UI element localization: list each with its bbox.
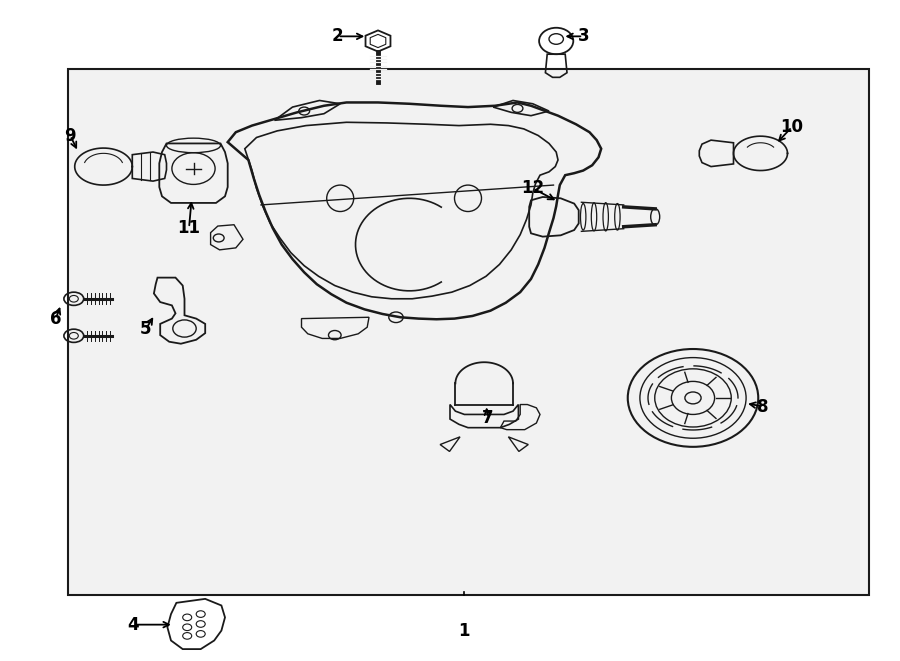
Text: 8: 8 (758, 397, 769, 416)
Bar (68, 69, 868, 595)
Text: 11: 11 (177, 219, 201, 237)
Text: 5: 5 (140, 320, 151, 338)
Text: 12: 12 (521, 179, 544, 198)
Text: 4: 4 (128, 615, 139, 634)
Text: 9: 9 (65, 126, 76, 145)
Text: 3: 3 (578, 27, 589, 46)
Text: 1: 1 (458, 622, 469, 641)
Text: 2: 2 (332, 27, 343, 46)
Text: 6: 6 (50, 309, 61, 328)
Text: 7: 7 (482, 408, 493, 427)
Text: 10: 10 (780, 118, 804, 136)
